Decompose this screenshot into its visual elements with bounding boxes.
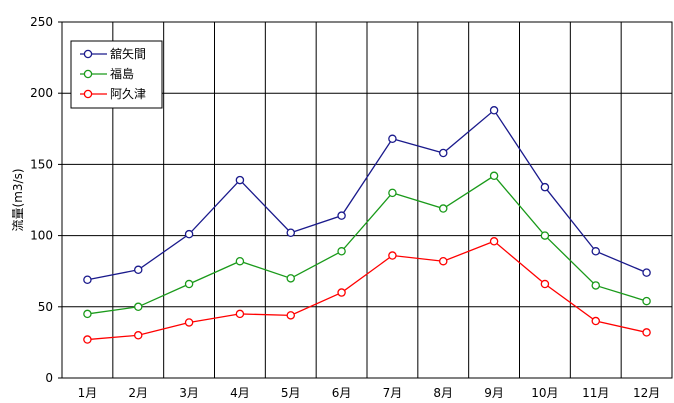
legend-marker [83, 69, 93, 79]
legend-label: 福島 [110, 66, 134, 81]
x-tick-label: 7月 [383, 386, 403, 400]
series-line [87, 240, 647, 341]
data-point [489, 106, 499, 115]
y-tick-label: 200 [30, 86, 53, 100]
data-point [133, 265, 143, 275]
y-axis-label: 流量(m3/s) [11, 169, 25, 232]
legend-marker [83, 89, 93, 99]
series-line [87, 174, 647, 315]
data-point [642, 328, 651, 337]
data-point [235, 256, 245, 266]
legend-label: 阿久津 [110, 87, 146, 101]
x-tick-label: 12月 [633, 386, 660, 400]
data-point [438, 148, 448, 158]
x-tick-label: 11月 [582, 386, 609, 400]
x-tick-label: 2月 [128, 386, 148, 400]
data-point [286, 274, 295, 283]
series-3 [83, 237, 651, 344]
data-point [591, 247, 601, 256]
data-point [438, 256, 448, 266]
y-axis-ticks: 0 50 100 150 200 250 [30, 15, 62, 385]
legend-item: 福島 [80, 66, 134, 81]
data-point [388, 188, 397, 198]
x-tick-label: 6月 [332, 386, 352, 400]
series-group [83, 106, 651, 344]
data-point [489, 237, 499, 246]
y-tick-label: 150 [30, 157, 53, 171]
data-point [286, 228, 295, 238]
data-point [591, 316, 601, 326]
data-point [286, 311, 295, 320]
data-point [642, 268, 651, 277]
x-tick-label: 4月 [230, 386, 250, 400]
data-point [540, 231, 550, 240]
data-point [184, 229, 194, 239]
data-point [540, 279, 550, 289]
x-tick-label: 3月 [179, 386, 199, 400]
data-point [235, 309, 245, 319]
series-line [87, 109, 647, 281]
y-tick-label: 100 [30, 229, 53, 243]
data-point [184, 279, 194, 289]
legend-item: 舘矢間 [80, 46, 146, 61]
data-point [642, 296, 651, 306]
data-point [388, 251, 397, 260]
data-point [83, 309, 92, 319]
data-point [489, 171, 499, 181]
x-tick-label: 10月 [531, 386, 558, 400]
legend-item: 阿久津 [80, 87, 146, 101]
y-tick-label: 0 [45, 371, 53, 385]
data-point [388, 134, 397, 144]
y-tick-label: 50 [38, 300, 53, 314]
data-point [540, 182, 550, 192]
x-tick-label: 5月 [281, 386, 301, 400]
data-point [133, 331, 143, 340]
x-tick-label: 1月 [78, 386, 98, 400]
x-axis-ticks: 1月 2月 3月 4月 5月 6月 7月 8月 9月 10月 11月 12月 [78, 386, 661, 400]
series-1 [83, 106, 651, 284]
data-point [83, 335, 92, 344]
series-2 [83, 171, 651, 319]
data-point [337, 288, 346, 297]
data-point [133, 302, 143, 312]
x-tick-label: 9月 [484, 386, 504, 400]
legend-marker [83, 49, 93, 59]
data-point [337, 211, 346, 220]
data-point [438, 204, 448, 213]
data-point [235, 175, 245, 185]
x-tick-label: 8月 [433, 386, 453, 400]
data-point [83, 275, 92, 284]
data-point [591, 281, 601, 290]
legend-label: 舘矢間 [110, 46, 146, 61]
data-point [337, 247, 346, 256]
y-tick-label: 250 [30, 15, 53, 29]
data-point [184, 318, 194, 327]
